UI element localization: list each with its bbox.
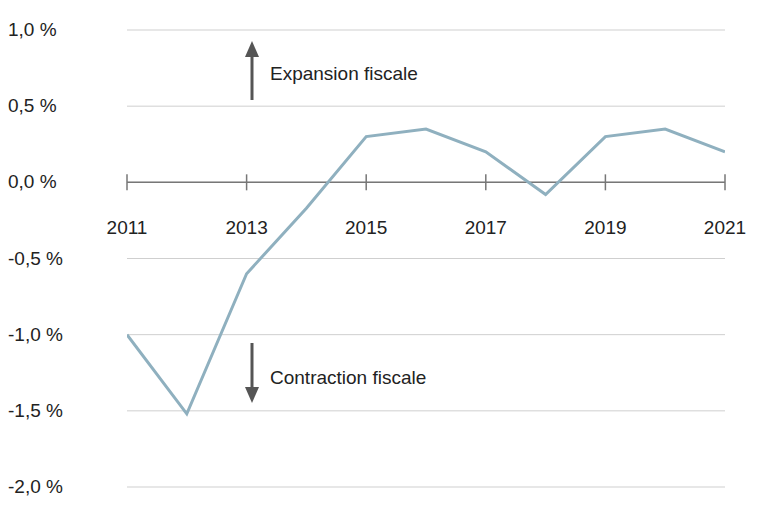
svg-text:2019: 2019 — [584, 217, 626, 238]
svg-text:Expansion fiscale: Expansion fiscale — [270, 63, 418, 84]
svg-text:-1,0 %: -1,0 % — [8, 324, 63, 345]
svg-text:2013: 2013 — [225, 217, 267, 238]
svg-text:2021: 2021 — [704, 217, 746, 238]
svg-text:2011: 2011 — [107, 217, 148, 238]
svg-text:2017: 2017 — [465, 217, 507, 238]
svg-text:0,0 %: 0,0 % — [8, 171, 57, 192]
svg-text:-1,5 %: -1,5 % — [8, 400, 63, 421]
svg-text:0,5 %: 0,5 % — [8, 95, 57, 116]
svg-text:-0,5 %: -0,5 % — [8, 248, 63, 269]
svg-text:2015: 2015 — [345, 217, 387, 238]
svg-text:Contraction fiscale: Contraction fiscale — [270, 367, 426, 388]
svg-text:1,0 %: 1,0 % — [8, 19, 57, 40]
svg-text:-2,0 %: -2,0 % — [8, 476, 63, 497]
